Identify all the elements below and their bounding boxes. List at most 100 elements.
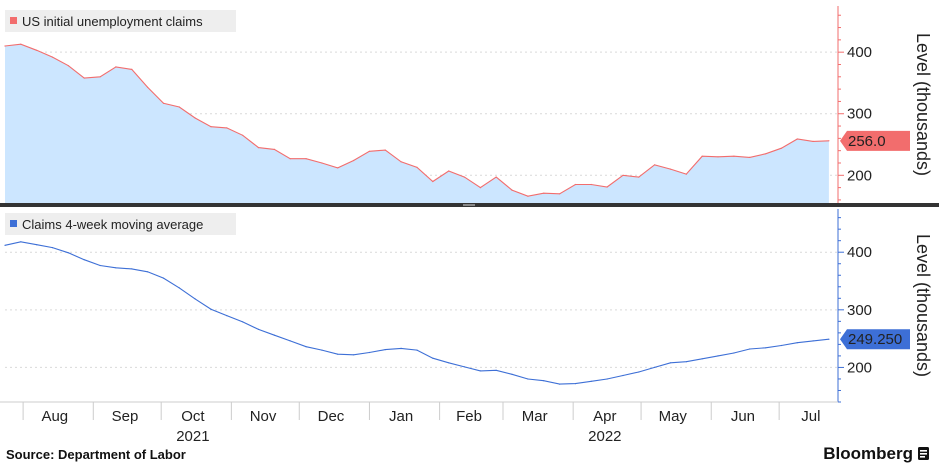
x-tick-label: Apr [593,408,616,425]
claims-data-point [226,127,228,129]
x-tick-label: Jun [731,408,755,425]
ma-data-point [765,347,767,349]
x-tick-label: Oct [181,408,205,425]
bloomberg-terminal-icon [918,447,929,460]
ma-data-point [606,378,608,380]
claims-data-point [353,159,355,162]
claims-data-point [273,148,275,150]
claims-data-point [51,56,54,58]
claims-data-point [543,192,545,194]
ma-data-point [622,374,624,377]
claims-data-point [162,102,165,104]
claims-data-point [527,195,529,197]
ma-data-point [828,338,830,340]
ma-data-point [638,371,640,373]
claims-data-point [574,183,577,186]
ma-data-point [749,348,751,350]
claims-data-point [685,173,687,175]
ma-y-tick-label: 300 [847,302,872,319]
claims-data-point [20,43,22,45]
claims-data-point [749,156,751,158]
claims-data-point [178,106,180,108]
claims-data-point [606,186,608,188]
claims-area-fill [5,44,829,204]
x-tick-label: May [659,408,688,425]
ma-data-point [495,369,497,371]
claims-data-point [590,183,592,186]
claims-data-point [257,147,260,149]
source-note: Source: Department of Labor [6,447,186,462]
claims-data-point [400,161,402,163]
claims-legend-label: US initial unemployment claims [22,14,203,29]
x-axis: Aug Sep Oct Nov Dec Jan Feb Mar Apr May Jun Jul 2021… [0,401,838,445]
claims-data-point [511,189,513,191]
ma-data-point [353,354,355,356]
claims-data-point [115,66,117,68]
claims-data-point [321,162,323,164]
claims-data-point [463,176,466,178]
ma-data-point [178,287,180,289]
ma-data-point [83,259,85,261]
ma-data-point [432,357,434,359]
claims-data-point [83,77,85,79]
claims-data-point [479,187,481,189]
ma-data-point [321,349,323,351]
x-tick-label: Nov [250,408,277,425]
x-tick-label: Sep [112,408,139,425]
ma-data-point [257,328,260,330]
claims-data-point [36,49,38,51]
ma-data-point [4,244,6,246]
ma-data-point [812,340,814,342]
claims-legend-swatch [10,17,17,24]
x-year-label: 2022 [588,428,621,445]
claims-data-point [812,140,814,142]
claims-data-point [622,174,624,176]
claims-last-value-label: 256.0 [848,133,886,150]
ma-y-tick-label: 200 [847,359,872,376]
ma-data-point [289,340,291,342]
ma-data-point [194,298,196,300]
panel-resize-handle [463,204,475,206]
x-tick-label: Jan [389,408,413,425]
ma-data-point [574,383,577,385]
x-tick-label: Aug [41,408,68,425]
ma-data-point [305,346,307,348]
ma-data-point [226,315,228,317]
ma-data-point [131,268,133,270]
claims-y-tick-label: 300 [847,106,872,123]
ma-data-point [99,264,101,267]
ma-data-point [590,380,592,382]
ma-data-point [733,352,735,354]
ma-y-tick-label: 400 [847,244,872,261]
ma-data-point [36,244,38,246]
claims-data-point [717,156,719,158]
ma-data-point [242,321,244,323]
claims-data-point [147,86,149,88]
ma-data-point [527,378,529,380]
claims-data-point [495,176,497,178]
ma-data-point [147,271,149,273]
x-tick-label: Mar [522,408,548,425]
ma-data-point [384,349,386,351]
ma-data-point [796,342,798,344]
ma-series-line [4,241,829,385]
ma-y-axis-title: Level (thousands) [913,234,933,377]
ma-data-point [115,267,117,269]
claims-data-point [305,158,307,160]
claims-data-point [559,193,561,195]
ma-data-point [717,355,719,357]
claims-data-point [733,155,735,157]
ma-data-point [559,383,561,385]
x-tick-label: Dec [318,408,345,425]
ma-data-point [543,380,545,382]
claims-data-point [99,76,101,78]
ma-data-point [368,351,370,354]
claims-data-point [765,153,767,155]
claims-data-point [210,126,212,128]
bloomberg-logo: Bloomberg [823,444,913,463]
claims-last-value-badge [840,130,910,151]
ma-data-point [67,252,69,254]
ma-last-value-badge [840,329,910,350]
claims-y-tick-label: 200 [847,167,872,184]
